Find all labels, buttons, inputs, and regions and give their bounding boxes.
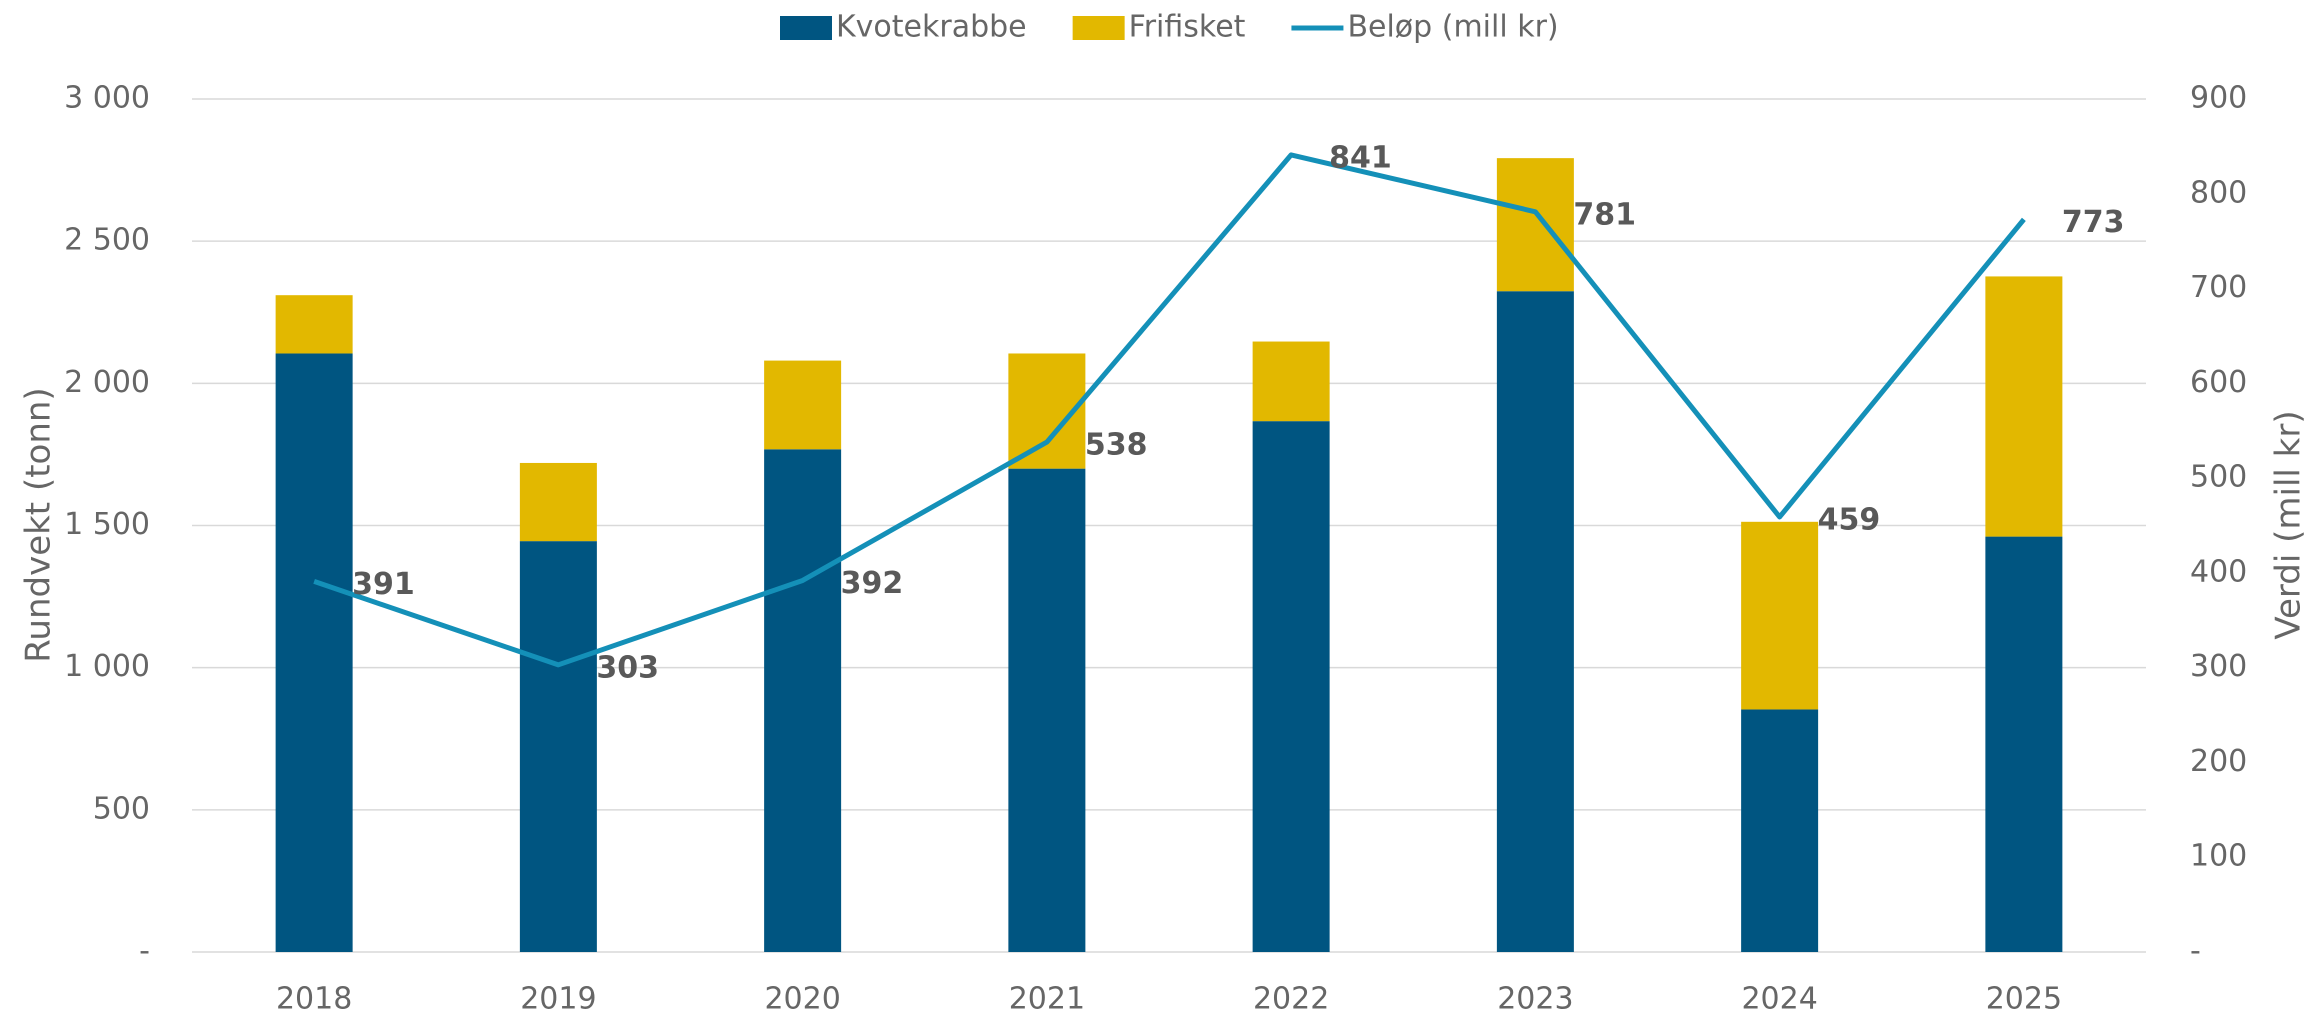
bar bbox=[1496, 291, 1574, 952]
y2-tick-label: 800 bbox=[2190, 175, 2247, 210]
data-label: 392 bbox=[841, 566, 904, 601]
x-tick-label: 2025 bbox=[1986, 982, 2062, 1016]
x-tick-label: 2018 bbox=[276, 982, 352, 1016]
x-tick-label: 2024 bbox=[1741, 982, 1817, 1016]
y-tick-label: 3 000 bbox=[64, 81, 150, 116]
line bbox=[313, 152, 2026, 668]
x-tick-label: 2023 bbox=[1497, 982, 1573, 1016]
y2-tick-label: 600 bbox=[2190, 365, 2247, 400]
y2-axis-title: Verdi (mill kr) bbox=[2269, 410, 2309, 639]
legend-label: Kvotekrabbe bbox=[836, 10, 1027, 45]
bar bbox=[1008, 468, 1086, 952]
y-tick-label: 1 000 bbox=[64, 649, 150, 684]
bar bbox=[1985, 276, 2063, 537]
y2-tick-label: 300 bbox=[2190, 649, 2247, 684]
x-tick-label: 2021 bbox=[1009, 982, 1085, 1016]
legend-item: Beløp (mill kr) bbox=[1291, 10, 1559, 45]
bar bbox=[519, 541, 597, 952]
y2-tick-label: 200 bbox=[2190, 744, 2247, 779]
data-label: 538 bbox=[1085, 428, 1148, 463]
bar bbox=[764, 360, 842, 450]
y2-tick-label: - bbox=[2190, 934, 2201, 969]
y2-tick-label: 500 bbox=[2190, 460, 2247, 495]
y2-tick-label: 700 bbox=[2190, 270, 2247, 305]
bar bbox=[1985, 536, 2063, 952]
data-label: 773 bbox=[2062, 205, 2125, 240]
legend-item: Frifisket bbox=[1072, 10, 1246, 45]
x-tick-label: 2020 bbox=[764, 982, 840, 1016]
y2-tick-label: 100 bbox=[2190, 839, 2247, 874]
data-label: 459 bbox=[1818, 502, 1881, 537]
data-label: 781 bbox=[1573, 197, 1636, 232]
y-axis-title: Rundvekt (tonn) bbox=[19, 387, 59, 662]
bar bbox=[519, 462, 597, 542]
y-tick-label: - bbox=[139, 934, 150, 969]
bar bbox=[764, 449, 842, 952]
data-label: 841 bbox=[1329, 140, 1392, 175]
bar bbox=[1496, 158, 1574, 292]
bar bbox=[1252, 421, 1330, 952]
legend-label: Beløp (mill kr) bbox=[1347, 10, 1558, 45]
bar bbox=[1741, 521, 1819, 710]
data-label: 391 bbox=[352, 567, 415, 602]
y2-tick-label: 900 bbox=[2190, 81, 2247, 116]
x-tick-label: 2019 bbox=[520, 982, 596, 1016]
bar bbox=[1741, 709, 1819, 952]
legend-item: Kvotekrabbe bbox=[780, 10, 1027, 45]
bar bbox=[1252, 341, 1330, 422]
y-tick-label: 2 500 bbox=[64, 223, 150, 258]
y-tick-label: 2 000 bbox=[64, 365, 150, 400]
y-tick-label: 1 500 bbox=[64, 507, 150, 542]
legend-label: Frifisket bbox=[1129, 10, 1246, 45]
bar bbox=[275, 295, 353, 354]
legend-swatch bbox=[780, 16, 832, 40]
data-label: 303 bbox=[596, 650, 659, 685]
bar bbox=[275, 353, 353, 952]
y-tick-label: 500 bbox=[93, 791, 150, 826]
legend-swatch bbox=[1072, 16, 1125, 40]
y2-tick-label: 400 bbox=[2190, 554, 2247, 589]
x-tick-label: 2022 bbox=[1253, 982, 1329, 1016]
